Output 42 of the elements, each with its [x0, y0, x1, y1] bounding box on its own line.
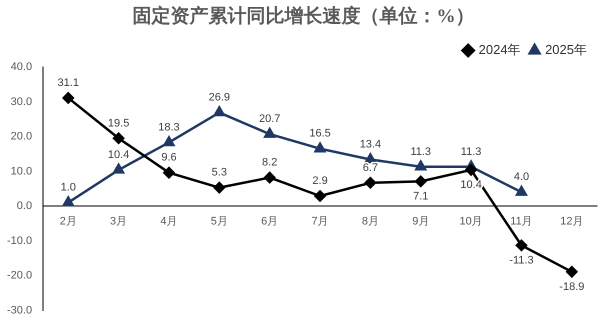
data-label: -11.3	[509, 254, 534, 266]
x-tick-label: 7月	[311, 216, 329, 228]
data-label: 6.7	[362, 162, 378, 174]
data-label: 1.0	[60, 182, 76, 194]
data-label: 10.4	[108, 148, 130, 161]
x-tick-label: 2月	[60, 216, 77, 228]
x-tick-label: 5月	[210, 216, 228, 228]
y-tick-label: 40.0	[10, 61, 32, 74]
x-tick-label: 12月	[560, 216, 584, 228]
chart-title: 固定资产累计同比增长速度（单位：%）	[132, 4, 476, 29]
y-tick-label: -10.0	[6, 234, 32, 247]
y-tick-label: 20.0	[10, 130, 32, 143]
data-label: 16.5	[309, 128, 331, 140]
x-tick-label: 9月	[412, 216, 430, 228]
y-tick-label: 0.0	[16, 200, 32, 212]
data-label: -18.9	[559, 280, 584, 293]
data-label: 4.0	[514, 171, 530, 184]
x-tick-label: 6月	[261, 216, 278, 228]
data-label: 11.3	[460, 146, 482, 158]
data-label: 19.5	[108, 117, 130, 130]
data-label: 26.9	[208, 92, 230, 104]
x-tick-label: 11月	[510, 216, 533, 228]
x-tick-label: 10月	[459, 216, 483, 228]
data-label: 13.4	[360, 138, 382, 151]
data-label: 7.1	[413, 190, 428, 202]
x-tick-label: 3月	[110, 216, 128, 228]
y-tick-label: -30.0	[6, 304, 32, 316]
y-tick-label: -20.0	[6, 270, 32, 282]
x-tick-label: 4月	[160, 216, 178, 228]
data-label: 5.3	[212, 166, 227, 179]
data-label: 18.3	[158, 121, 180, 134]
legend-label: 2024年	[478, 42, 521, 58]
data-label: 2.9	[312, 175, 328, 188]
x-tick-label: 8月	[362, 216, 379, 228]
data-label: 9.6	[161, 152, 177, 164]
data-label: 8.2	[262, 156, 278, 169]
data-label: 31.1	[58, 76, 79, 89]
data-label: 20.7	[258, 113, 280, 126]
y-tick-label: 30.0	[10, 96, 32, 108]
y-tick-label: 10.0	[10, 165, 32, 178]
data-label: 11.3	[410, 146, 432, 158]
legend-label: 2025年	[545, 42, 587, 58]
